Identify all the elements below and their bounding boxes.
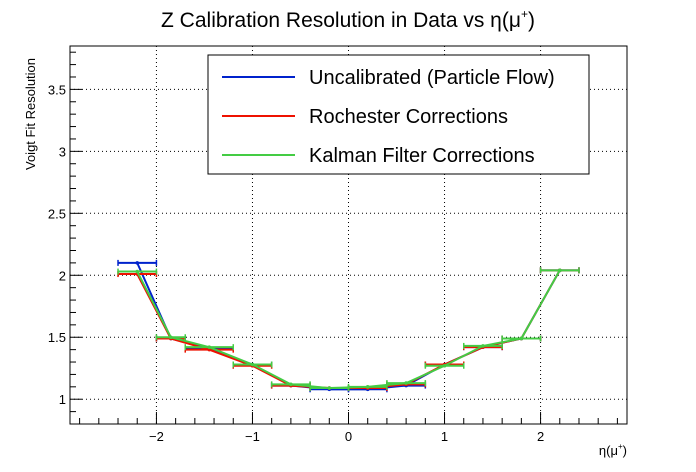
data-point — [135, 261, 140, 265]
x-tick-label: −2 — [149, 429, 164, 444]
data-point — [207, 345, 212, 349]
legend-entries: Uncalibrated (Particle Flow) Rochester Co… — [222, 67, 555, 167]
data-point — [169, 335, 173, 340]
y-tick-label: 2.5 — [48, 206, 66, 221]
legend-label: Rochester Corrections — [309, 106, 508, 128]
x-tick-label: −1 — [245, 429, 260, 444]
data-point — [404, 381, 408, 385]
axes-layer: −2 −1 0 1 2 1 1.5 2 2.5 3 3.5 — [48, 45, 628, 444]
chart-title: Z Calibration Resolution in Data vs η(μ+… — [161, 7, 535, 32]
data-point — [519, 336, 524, 341]
x-axis-label-close: ) — [623, 443, 627, 458]
data-point — [207, 347, 212, 352]
chart-title-sup: + — [521, 7, 528, 21]
legend: Uncalibrated (Particle Flow) Rochester Co… — [207, 54, 590, 175]
series-2 — [117, 267, 580, 392]
data-point — [481, 344, 485, 348]
data-point — [557, 268, 562, 273]
data-point — [289, 382, 293, 387]
x-axis-label-sup: + — [618, 442, 623, 451]
data-point — [442, 363, 447, 368]
x-axis-label-main: η(μ — [599, 443, 618, 458]
series-layer — [117, 259, 580, 393]
x-tick-label: 1 — [441, 429, 448, 444]
y-tick-label: 1 — [59, 392, 66, 407]
series-3 — [117, 267, 580, 392]
legend-label: Uncalibrated (Particle Flow) — [309, 67, 555, 89]
chart-title-close: ) — [528, 9, 535, 32]
data-point — [135, 269, 140, 274]
y-tick-label: 2 — [59, 268, 66, 283]
x-tick-label: 2 — [537, 429, 544, 444]
x-tick-label: 0 — [345, 429, 352, 444]
y-tick-label: 3.5 — [48, 82, 66, 97]
legend-label: Kalman Filter Corrections — [309, 145, 535, 167]
y-axis-label: Voigt Fit Resolution — [23, 58, 38, 170]
data-point — [327, 386, 332, 390]
data-point — [250, 362, 255, 367]
y-tick-label: 1.5 — [48, 330, 66, 345]
x-axis-label: η(μ+) — [599, 442, 627, 458]
data-point — [365, 385, 370, 389]
y-tick-label: 3 — [59, 144, 66, 159]
chart-title-main: Z Calibration Resolution in Data vs η(μ — [161, 9, 521, 32]
